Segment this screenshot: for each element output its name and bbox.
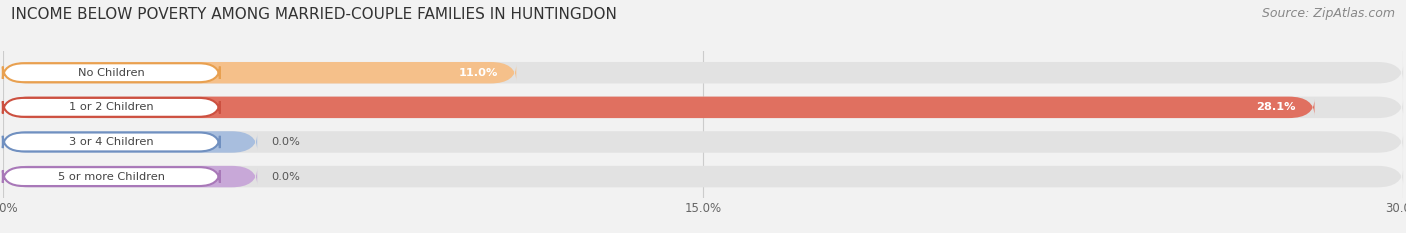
Text: No Children: No Children [77,68,145,78]
FancyBboxPatch shape [3,166,257,187]
FancyBboxPatch shape [3,63,219,82]
Text: 11.0%: 11.0% [458,68,498,78]
FancyBboxPatch shape [3,167,219,186]
Text: INCOME BELOW POVERTY AMONG MARRIED-COUPLE FAMILIES IN HUNTINGDON: INCOME BELOW POVERTY AMONG MARRIED-COUPL… [11,7,617,22]
FancyBboxPatch shape [3,97,1315,118]
Text: 0.0%: 0.0% [271,137,299,147]
Text: 0.0%: 0.0% [271,171,299,182]
FancyBboxPatch shape [3,62,1403,83]
FancyBboxPatch shape [3,98,219,117]
Text: 28.1%: 28.1% [1257,102,1296,112]
Text: 1 or 2 Children: 1 or 2 Children [69,102,153,112]
Text: 3 or 4 Children: 3 or 4 Children [69,137,153,147]
FancyBboxPatch shape [3,131,1403,153]
FancyBboxPatch shape [3,133,219,151]
Text: Source: ZipAtlas.com: Source: ZipAtlas.com [1261,7,1395,20]
FancyBboxPatch shape [3,131,257,153]
FancyBboxPatch shape [3,166,1403,187]
FancyBboxPatch shape [3,62,516,83]
Text: 5 or more Children: 5 or more Children [58,171,165,182]
FancyBboxPatch shape [3,97,1403,118]
